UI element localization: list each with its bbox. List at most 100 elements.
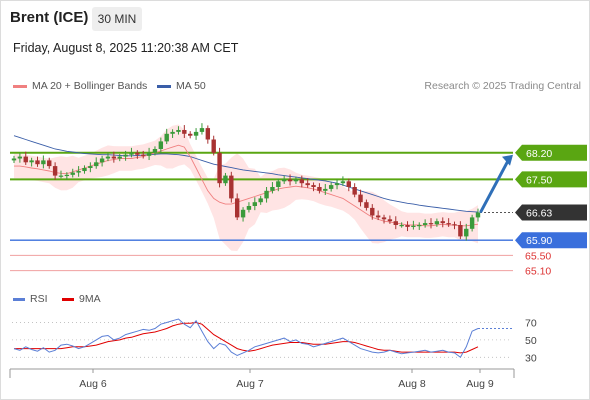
candle-body bbox=[317, 187, 322, 191]
candle-body bbox=[47, 160, 52, 167]
candle-body bbox=[264, 190, 269, 199]
candle-body bbox=[334, 183, 340, 186]
candle-body bbox=[105, 156, 111, 159]
level-label-67.50: 67.50 bbox=[526, 174, 552, 186]
legend-rsi-ma: 9MA bbox=[62, 293, 101, 305]
candle-body bbox=[82, 168, 87, 172]
level-label-68.20: 68.20 bbox=[526, 148, 552, 160]
candle-body bbox=[234, 198, 240, 218]
candle-body bbox=[88, 166, 93, 168]
candle-body bbox=[340, 181, 346, 184]
candle-body bbox=[229, 175, 234, 199]
candle-body bbox=[41, 160, 46, 165]
rsi-tick-70: 70 bbox=[525, 317, 537, 329]
interval-badge[interactable]: 30 MIN bbox=[92, 7, 142, 31]
instrument-title: Brent (ICE) bbox=[10, 9, 89, 26]
legend-ma50-label: MA 50 bbox=[176, 80, 206, 92]
candle-body bbox=[188, 133, 193, 136]
candle-body bbox=[129, 152, 134, 155]
level-label-65.10: 65.10 bbox=[525, 266, 551, 278]
rsi-ma-line bbox=[14, 321, 479, 354]
candle-body bbox=[23, 156, 28, 163]
candle-body bbox=[346, 181, 351, 187]
candle-body bbox=[293, 179, 299, 182]
level-label-65.50: 65.50 bbox=[525, 250, 551, 262]
legend-rsi-ma-label: 9MA bbox=[79, 293, 101, 305]
candle-body bbox=[146, 152, 152, 156]
candle-body bbox=[205, 128, 211, 140]
candle-body bbox=[199, 128, 205, 132]
level-label-66.63: 66.63 bbox=[526, 207, 552, 219]
candle-body bbox=[434, 221, 440, 225]
candle-body bbox=[475, 212, 481, 218]
candle-body bbox=[276, 181, 281, 187]
candle-body bbox=[176, 130, 181, 132]
candle-body bbox=[223, 175, 228, 184]
copyright-text: Research © 2025 Trading Central bbox=[424, 80, 581, 92]
level-tag-68.20 bbox=[515, 144, 587, 161]
candle-body bbox=[70, 172, 75, 175]
candle-body bbox=[135, 152, 140, 155]
candle-body bbox=[111, 156, 117, 159]
ma50-line bbox=[13, 135, 479, 213]
forecast-arrow-head bbox=[502, 154, 513, 166]
candle-body bbox=[387, 219, 393, 222]
candle-body bbox=[440, 221, 445, 224]
candle-body bbox=[381, 217, 387, 220]
candle-body bbox=[323, 188, 328, 191]
candle-body bbox=[270, 187, 275, 191]
legend-ma50-swatch bbox=[157, 84, 171, 88]
candle-body bbox=[299, 179, 304, 184]
candle-body bbox=[422, 223, 428, 225]
rsi-line bbox=[13, 318, 479, 359]
ma20-line bbox=[14, 144, 479, 227]
rsi-tick-50: 50 bbox=[525, 335, 537, 347]
candles bbox=[11, 123, 481, 241]
rsi-tick-30: 30 bbox=[525, 352, 537, 364]
candle-body bbox=[117, 156, 122, 159]
bollinger-band bbox=[14, 124, 478, 251]
legend-ma20-label: MA 20 + Bollinger Bands bbox=[32, 80, 148, 92]
candle-body bbox=[94, 162, 99, 167]
candle-body bbox=[405, 225, 410, 227]
legend-rsi-swatch bbox=[13, 297, 25, 301]
candle-body bbox=[99, 158, 105, 163]
candle-body bbox=[29, 160, 34, 163]
x-tick-label-Aug 9: Aug 9 bbox=[466, 378, 494, 390]
candle-body bbox=[399, 225, 404, 227]
candle-body bbox=[217, 152, 222, 184]
candle-body bbox=[170, 131, 175, 134]
candle-body bbox=[393, 221, 398, 225]
legend-ma20: MA 20 + Bollinger Bands bbox=[13, 80, 147, 92]
candle-body bbox=[469, 217, 475, 229]
level-label-65.90: 65.90 bbox=[526, 235, 552, 247]
candle-body bbox=[11, 158, 17, 161]
candle-body bbox=[246, 206, 252, 210]
candle-body bbox=[164, 133, 169, 142]
candle-body bbox=[252, 202, 258, 206]
legend-rsi-ma-swatch bbox=[62, 297, 74, 301]
candle-body bbox=[311, 185, 316, 187]
legend-ma50: MA 50 bbox=[157, 80, 206, 92]
candle-body bbox=[370, 207, 375, 216]
candle-body bbox=[358, 194, 363, 203]
legend-rsi: RSI bbox=[13, 293, 48, 305]
candle-body bbox=[417, 225, 422, 227]
candle-body bbox=[123, 154, 128, 157]
candle-body bbox=[258, 198, 263, 203]
level-tag-66.63 bbox=[515, 204, 587, 221]
candle-body bbox=[458, 225, 463, 237]
x-tick-label-Aug 8: Aug 8 bbox=[398, 378, 426, 390]
candle-body bbox=[17, 156, 23, 159]
candle-body bbox=[141, 154, 146, 156]
candle-body bbox=[211, 139, 216, 153]
candle-body bbox=[328, 185, 334, 189]
candle-body bbox=[364, 202, 369, 208]
candle-body bbox=[58, 175, 64, 177]
candle-body bbox=[375, 215, 381, 218]
legend-ma20-swatch bbox=[13, 84, 27, 88]
candle-body bbox=[35, 160, 40, 165]
candle-body bbox=[193, 131, 199, 136]
candle-body bbox=[464, 228, 469, 237]
